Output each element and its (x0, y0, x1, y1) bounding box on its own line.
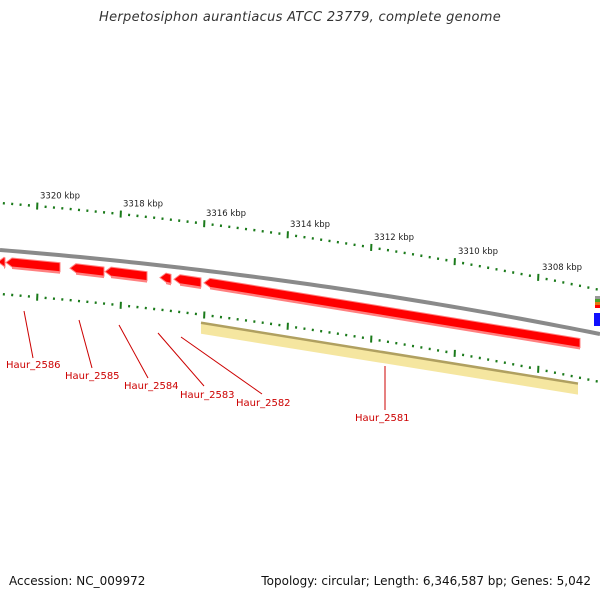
scale-label: 3314 kbp (290, 220, 330, 230)
gene-leader-line (78, 319, 93, 369)
gene-leader-line (118, 324, 149, 379)
green-feature (595, 299, 600, 302)
cds-feature-edge (200, 321, 579, 385)
gene-labels: Haur_2586Haur_2585Haur_2584Haur_2583Haur… (6, 310, 410, 424)
accession-text: Accession: NC_009972 (9, 574, 146, 588)
gene-leader-line (157, 332, 205, 387)
scale-label: 3312 kbp (374, 233, 414, 243)
gene-label: Haur_2585 (65, 371, 120, 382)
gene-arrow-haur-2584-shade (111, 276, 147, 283)
gene-label: Haur_2583 (180, 390, 235, 401)
gene-arrow-edge (0, 256, 6, 268)
outer-tick-marks (2, 201, 598, 291)
features (0, 256, 600, 395)
gray-feature (595, 296, 600, 299)
gene-arrow-haur-2586-shade (12, 266, 60, 274)
backbone-line (0, 248, 600, 336)
cds-feature-bar (201, 322, 578, 395)
gene-arrow-haur-2582-shade (180, 283, 201, 289)
scale-label: 3320 kbp (40, 191, 80, 201)
gene-arrow-haur-2583-shade (166, 282, 171, 286)
red-feature (595, 305, 600, 308)
inner-tick-marks (2, 292, 598, 383)
gene-label: Haur_2582 (236, 398, 291, 409)
gene-arrow-haur-2585-shade (76, 272, 104, 279)
gene-arrow-haur-2581-shade (210, 287, 580, 350)
gene-leader-line (180, 336, 263, 395)
gene-arrow-haur-2583 (159, 272, 172, 285)
scale-label: 3316 kbp (206, 209, 246, 219)
gene-label: Haur_2586 (6, 360, 61, 371)
gene-arrow-haur-2584 (104, 266, 148, 282)
gene-label: Haur_2584 (124, 381, 179, 392)
scale-label: 3308 kbp (542, 263, 582, 273)
scale-label: 3318 kbp (123, 199, 163, 209)
gene-arrow-edge-shade (4, 266, 5, 269)
map-title: Herpetosiphon aurantiacus ATCC 23779, co… (99, 10, 501, 25)
blue-feature (594, 313, 600, 326)
scale-labels: 3320 kbp 3318 kbp 3316 kbp 3314 kbp 3312 kbp… (40, 191, 582, 273)
gene-label: Haur_2581 (355, 413, 410, 424)
gene-leader-line (23, 310, 34, 359)
genome-summary-text: Topology: circular; Length: 6,346,587 bp… (261, 574, 591, 588)
orange-feature (595, 302, 600, 305)
scale-label: 3310 kbp (458, 247, 498, 257)
backbone (0, 248, 600, 336)
